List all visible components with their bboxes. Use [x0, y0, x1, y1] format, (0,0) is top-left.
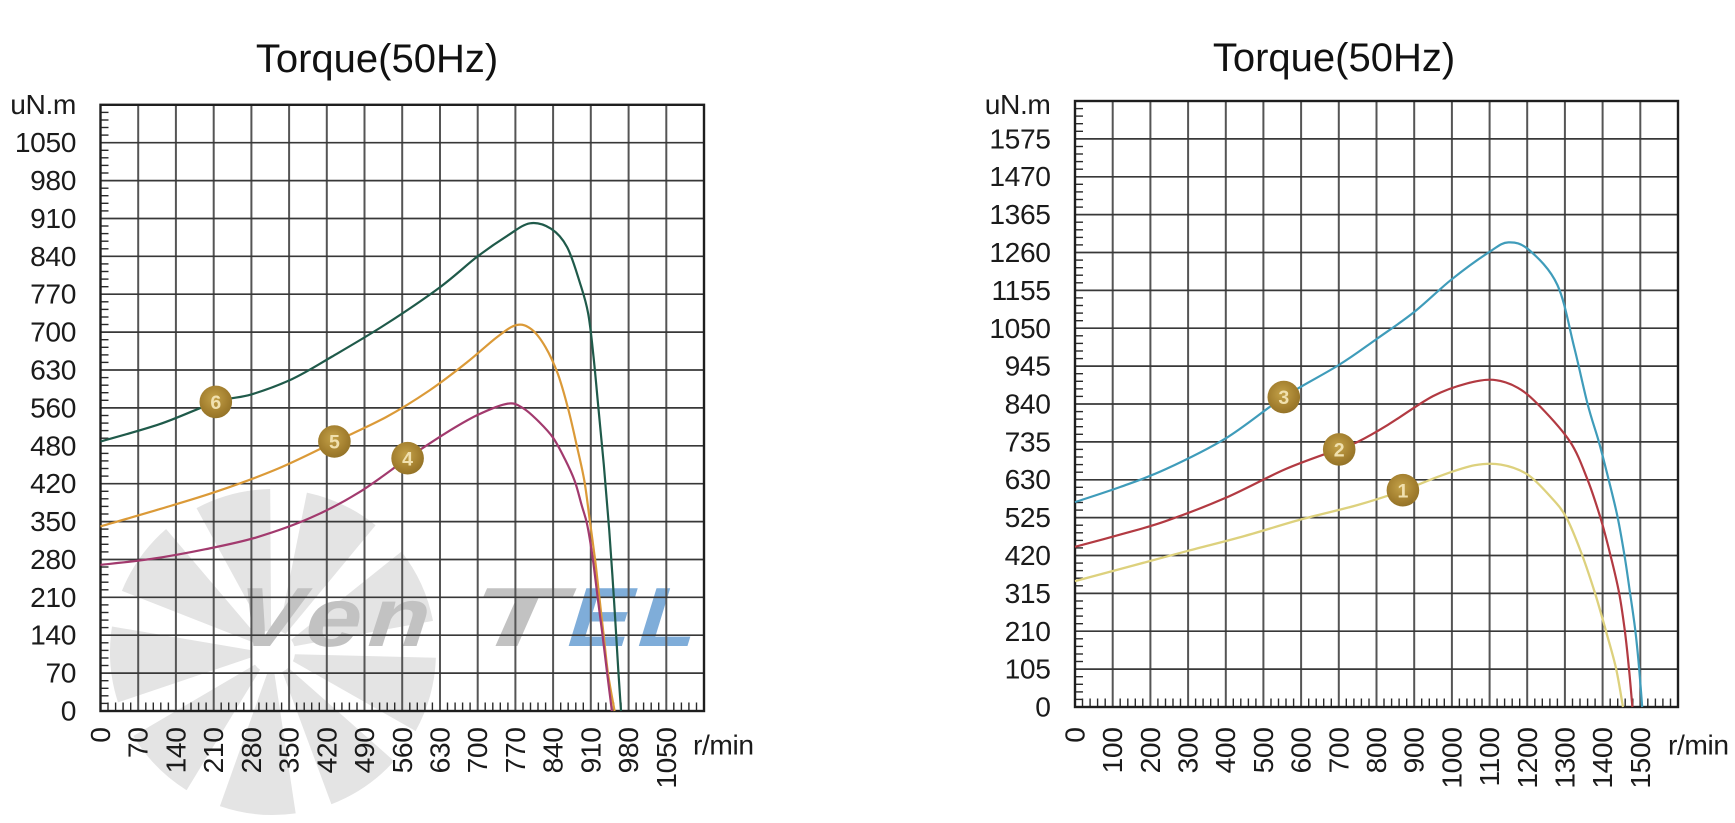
svg-text:1470: 1470 — [989, 160, 1050, 192]
svg-text:630: 630 — [1005, 463, 1051, 495]
svg-text:700: 700 — [461, 728, 493, 774]
svg-text:560: 560 — [386, 728, 418, 774]
svg-text:1200: 1200 — [1511, 728, 1543, 789]
svg-text:3: 3 — [1278, 387, 1289, 409]
svg-text:210: 210 — [197, 728, 229, 774]
svg-text:5: 5 — [329, 432, 340, 454]
svg-text:910: 910 — [30, 202, 76, 234]
svg-text:uN.m: uN.m — [10, 88, 76, 120]
svg-text:945: 945 — [1005, 350, 1051, 382]
svg-text:350: 350 — [273, 728, 305, 774]
svg-text:r/min: r/min — [693, 729, 754, 761]
svg-text:280: 280 — [235, 728, 267, 774]
svg-text:Torque(50Hz): Torque(50Hz) — [256, 37, 498, 81]
svg-text:980: 980 — [612, 728, 644, 774]
svg-text:400: 400 — [1209, 728, 1241, 774]
svg-text:800: 800 — [1360, 728, 1392, 774]
svg-text:210: 210 — [1005, 615, 1051, 647]
svg-text:490: 490 — [348, 728, 380, 774]
svg-text:1100: 1100 — [1473, 728, 1505, 787]
svg-text:1575: 1575 — [989, 122, 1050, 154]
svg-text:140: 140 — [159, 728, 191, 774]
svg-text:EL: EL — [565, 571, 708, 665]
svg-text:315: 315 — [1005, 577, 1051, 609]
svg-text:1050: 1050 — [650, 728, 682, 789]
svg-text:100: 100 — [1096, 728, 1128, 774]
svg-text:Ven: Ven — [232, 570, 441, 664]
svg-text:0: 0 — [1059, 728, 1091, 743]
svg-text:300: 300 — [1172, 728, 1204, 774]
svg-text:700: 700 — [30, 316, 76, 348]
svg-text:770: 770 — [30, 278, 76, 310]
svg-text:140: 140 — [30, 619, 76, 651]
svg-text:1365: 1365 — [989, 198, 1050, 230]
svg-text:560: 560 — [30, 391, 76, 423]
svg-text:1400: 1400 — [1586, 728, 1618, 789]
svg-text:0: 0 — [1035, 691, 1050, 723]
svg-text:980: 980 — [30, 164, 76, 196]
svg-text:1155: 1155 — [991, 274, 1050, 306]
svg-text:T: T — [466, 571, 578, 665]
svg-text:105: 105 — [1005, 653, 1051, 685]
svg-text:525: 525 — [1005, 501, 1051, 533]
svg-text:1300: 1300 — [1548, 728, 1580, 789]
svg-text:1000: 1000 — [1435, 728, 1467, 789]
svg-text:2: 2 — [1334, 440, 1345, 462]
svg-text:0: 0 — [84, 728, 116, 743]
svg-text:630: 630 — [30, 354, 76, 386]
svg-text:770: 770 — [499, 728, 531, 774]
svg-text:420: 420 — [30, 467, 76, 499]
svg-text:200: 200 — [1134, 728, 1166, 774]
svg-text:r/min: r/min — [1668, 729, 1729, 761]
svg-text:6: 6 — [210, 392, 221, 414]
svg-text:910: 910 — [574, 728, 606, 774]
svg-text:735: 735 — [1005, 425, 1051, 457]
svg-text:840: 840 — [1005, 388, 1051, 420]
svg-text:1500: 1500 — [1624, 728, 1656, 789]
svg-text:840: 840 — [30, 240, 76, 272]
svg-text:1050: 1050 — [15, 126, 76, 158]
svg-text:1050: 1050 — [989, 312, 1050, 344]
svg-text:840: 840 — [537, 728, 569, 774]
svg-text:uN.m: uN.m — [985, 88, 1051, 120]
svg-text:420: 420 — [1005, 539, 1051, 571]
svg-text:210: 210 — [30, 581, 76, 613]
svg-text:1260: 1260 — [989, 236, 1050, 268]
svg-text:600: 600 — [1285, 728, 1317, 774]
svg-text:700: 700 — [1322, 728, 1354, 774]
svg-text:0: 0 — [61, 695, 76, 727]
svg-text:900: 900 — [1398, 728, 1430, 774]
svg-text:70: 70 — [45, 657, 76, 689]
svg-text:280: 280 — [30, 543, 76, 575]
svg-text:480: 480 — [30, 429, 76, 461]
svg-text:420: 420 — [310, 728, 342, 774]
svg-text:4: 4 — [402, 448, 413, 470]
svg-text:630: 630 — [424, 728, 456, 774]
svg-text:Torque(50Hz): Torque(50Hz) — [1213, 36, 1455, 80]
svg-text:500: 500 — [1247, 728, 1279, 774]
svg-text:70: 70 — [122, 728, 154, 759]
svg-text:350: 350 — [30, 505, 76, 537]
svg-text:1: 1 — [1397, 480, 1408, 502]
